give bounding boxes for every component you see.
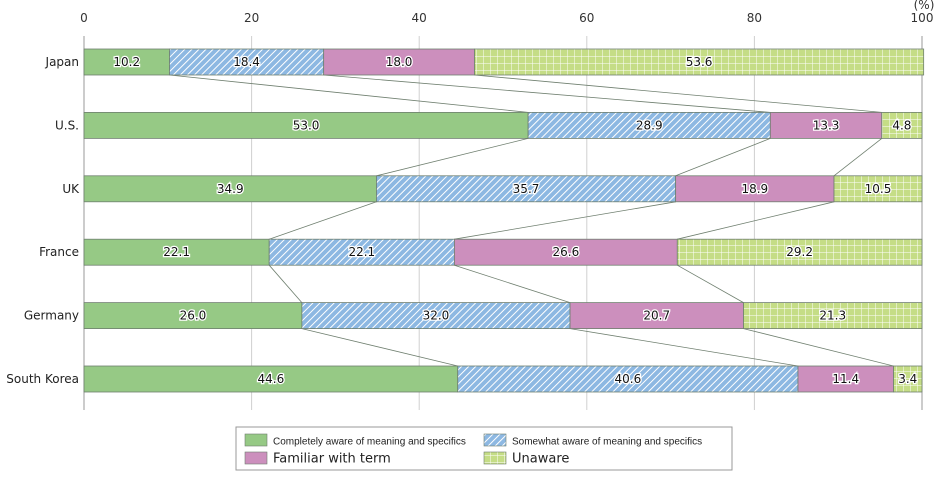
- connector-line: [454, 264, 571, 303]
- bar-segment: [323, 48, 475, 76]
- connector-line: [376, 138, 529, 177]
- category-label: Japan: [45, 55, 79, 69]
- connector-line: [474, 74, 882, 113]
- bar-segment: [893, 365, 923, 393]
- connector-line: [454, 201, 676, 240]
- value-label: 3.4: [898, 372, 917, 386]
- x-tick-label: 40: [412, 11, 427, 25]
- connector-line: [833, 138, 883, 177]
- connector-line: [677, 264, 744, 303]
- connector-line: [169, 74, 529, 113]
- bar-segment: [797, 365, 894, 393]
- x-tick-label: 20: [244, 11, 259, 25]
- x-tick-label: 60: [579, 11, 594, 25]
- x-tick-label: 0: [80, 11, 88, 25]
- x-tick-label: 80: [747, 11, 762, 25]
- value-label: 21.3: [819, 309, 846, 323]
- bar-segment: [83, 238, 270, 266]
- category-label: UK: [62, 182, 80, 196]
- value-label: 28.9: [636, 118, 663, 132]
- value-label: 22.1: [163, 245, 190, 259]
- bar-segment: [83, 302, 303, 330]
- value-label: 26.0: [180, 309, 207, 323]
- bar-segment: [833, 175, 923, 203]
- legend-label: Somewhat aware of meaning and specifics: [512, 437, 702, 448]
- value-label: 32.0: [423, 309, 450, 323]
- value-label: 13.3: [813, 118, 840, 132]
- bar-segment: [474, 48, 925, 76]
- bar-segment: [83, 112, 529, 139]
- value-label: 10.2: [113, 55, 140, 69]
- connector-line: [268, 264, 303, 303]
- legend-label: Unaware: [512, 452, 569, 467]
- value-label: 10.5: [865, 182, 892, 196]
- x-tick-label: 100: [911, 11, 934, 25]
- value-label: 26.6: [552, 245, 579, 259]
- bar-segment: [457, 365, 799, 393]
- bar-segment: [83, 175, 377, 203]
- value-label: 20.7: [643, 309, 670, 323]
- category-label: South Korea: [6, 372, 79, 386]
- legend: Completely aware of meaning and specific…: [235, 426, 733, 471]
- category-label: Germany: [24, 309, 79, 323]
- bar-segment: [881, 112, 923, 139]
- value-label: 53.6: [686, 55, 713, 69]
- value-label: 18.9: [741, 182, 768, 196]
- bar-segment: [675, 175, 835, 203]
- connector-line: [301, 328, 458, 367]
- gridlines: [83, 36, 923, 410]
- value-label: 34.9: [217, 182, 244, 196]
- connector-line: [323, 74, 771, 113]
- category-label: U.S.: [55, 118, 79, 132]
- connector-line: [675, 138, 771, 177]
- value-label: 18.4: [233, 55, 260, 69]
- legend-swatch: [483, 433, 507, 447]
- bar-segment: [83, 365, 459, 393]
- bar-segment: [676, 238, 923, 266]
- bar-segment: [453, 238, 678, 266]
- bar-segment: [569, 302, 744, 330]
- value-label: 53.0: [293, 118, 320, 132]
- legend-swatch: [483, 451, 507, 465]
- labels: 0 20 40 60 80 100 Japan 10.2 18.4 18.0 53.6 U.S. 53.…: [6, 11, 934, 387]
- connector-line: [677, 201, 835, 240]
- category-label: France: [39, 245, 79, 259]
- connector-line: [569, 328, 799, 367]
- legend-label: Familiar with term: [273, 452, 391, 467]
- value-label: 22.1: [348, 245, 375, 259]
- legend-swatch: [244, 451, 268, 465]
- value-label: 44.6: [258, 372, 285, 386]
- bar-segment: [268, 238, 455, 266]
- bar-segment: [527, 112, 771, 139]
- connector-lines: [169, 74, 894, 367]
- connector-line: [269, 201, 377, 240]
- legend-swatch: [244, 433, 268, 447]
- bar-segment: [743, 302, 923, 330]
- legend-label: Completely aware of meaning and specific…: [273, 437, 466, 448]
- bar-segment: [376, 175, 677, 203]
- value-label: 11.4: [832, 372, 859, 386]
- value-label: 35.7: [513, 182, 540, 196]
- value-label: 40.6: [615, 372, 642, 386]
- bars: [83, 48, 925, 393]
- connector-line: [743, 328, 894, 367]
- value-label: 29.2: [786, 245, 813, 259]
- value-label: 4.8: [892, 118, 911, 132]
- value-label: 18.0: [386, 55, 413, 69]
- axis-unit-label: (%): [914, 0, 935, 12]
